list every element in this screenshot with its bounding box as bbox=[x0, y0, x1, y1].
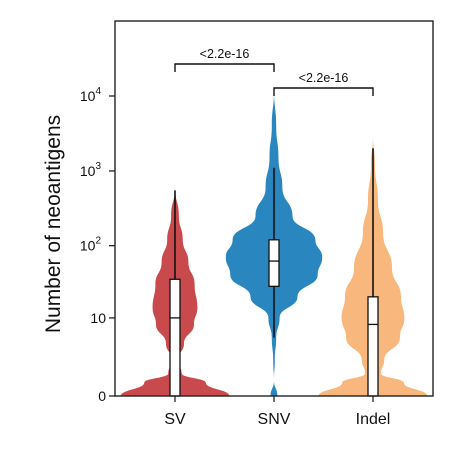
boxplots-layer bbox=[169, 148, 379, 397]
bracket-snv-indel bbox=[273, 87, 374, 96]
box-indel bbox=[367, 296, 379, 397]
x-axis: SV SNV Indel bbox=[164, 396, 390, 428]
x-tick-label-indel: Indel bbox=[356, 411, 391, 428]
bracket-sv-snv bbox=[174, 63, 275, 72]
y-tick-label: 103 bbox=[80, 161, 102, 179]
x-tick-label-snv: SNV bbox=[258, 411, 291, 428]
y-tick-label: 104 bbox=[80, 86, 102, 104]
bracket-label: <2.2e-16 bbox=[200, 47, 250, 61]
y-tick-label: 0 bbox=[98, 388, 106, 404]
box-snv bbox=[268, 239, 280, 287]
box-sv bbox=[169, 278, 181, 397]
y-axis-label: Number of neoantigens bbox=[42, 115, 65, 333]
y-tick-label: 10 bbox=[90, 310, 106, 326]
y-tick-label: 102 bbox=[80, 236, 102, 254]
bracket-label: <2.2e-16 bbox=[299, 71, 349, 85]
x-tick-label-sv: SV bbox=[164, 411, 186, 428]
significance-brackets: <2.2e-16 <2.2e-16 bbox=[174, 47, 374, 96]
y-axis: 0 10 102 103 104 bbox=[80, 86, 115, 404]
